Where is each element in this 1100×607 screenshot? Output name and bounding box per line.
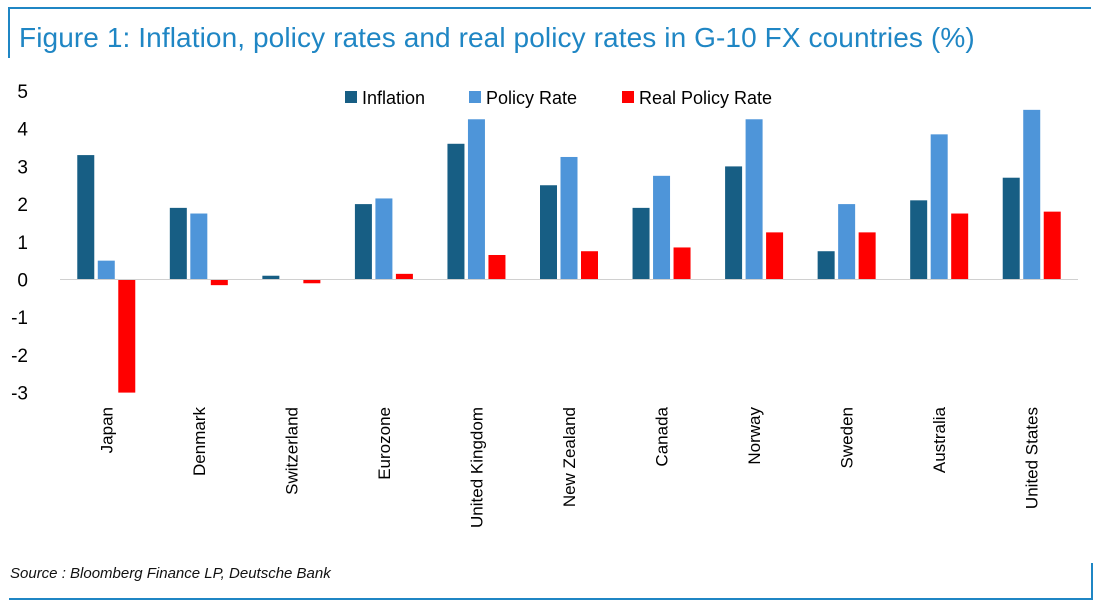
- y-tick-label: 5: [17, 82, 28, 103]
- bar-policy-rate: [1023, 109, 1041, 280]
- legend-swatch: [469, 91, 481, 103]
- bar-real-policy-rate: [118, 279, 136, 393]
- x-category-label: Australia: [930, 406, 949, 473]
- bar-group-united-states: [1002, 109, 1061, 280]
- source-note: Source : Bloomberg Finance LP, Deutsche …: [10, 565, 331, 582]
- bars: [77, 109, 1061, 393]
- y-tick-label: -1: [11, 308, 28, 329]
- bar-policy-rate: [97, 260, 115, 280]
- bar-real-policy-rate: [210, 279, 228, 286]
- bar-inflation: [77, 155, 95, 280]
- bar-real-policy-rate: [951, 213, 969, 280]
- bar-real-policy-rate: [766, 232, 784, 280]
- chart-title: Figure 1: Inflation, policy rates and re…: [19, 22, 975, 53]
- y-axis-ticks: 5 4 3 2 1 0 -1 -2 -3: [11, 82, 28, 405]
- y-tick-label: 1: [17, 233, 28, 254]
- bar-policy-rate: [375, 198, 393, 280]
- bar-group-new-zealand: [540, 156, 598, 280]
- bar-real-policy-rate: [395, 273, 413, 280]
- y-tick-label: -3: [11, 384, 28, 405]
- bar-policy-rate: [838, 204, 856, 280]
- bar-real-policy-rate: [673, 247, 691, 280]
- bar-policy-rate: [560, 156, 578, 280]
- bar-real-policy-rate: [581, 251, 598, 280]
- frame-bottom-border: [9, 598, 1093, 600]
- bar-inflation: [540, 185, 557, 280]
- legend: Inflation Policy Rate Real Policy Rate: [345, 88, 772, 108]
- bar-group-united-kingdom: [447, 119, 506, 280]
- y-tick-label: 0: [17, 271, 28, 292]
- y-tick-label: 3: [17, 157, 28, 178]
- x-category-label: Eurozone: [375, 407, 394, 480]
- legend-label: Real Policy Rate: [639, 88, 772, 108]
- legend-swatch: [622, 91, 634, 103]
- y-tick-label: 4: [17, 120, 28, 141]
- bar-inflation: [817, 251, 835, 280]
- legend-item-inflation: Inflation: [345, 88, 425, 108]
- x-category-label: Switzerland: [282, 407, 301, 495]
- y-tick-label: -2: [11, 346, 28, 367]
- bar-group-eurozone: [354, 198, 413, 280]
- legend-item-policy-rate: Policy Rate: [469, 88, 577, 108]
- x-category-label: Canada: [653, 406, 672, 466]
- bar-inflation: [910, 200, 928, 280]
- bar-inflation: [1002, 177, 1020, 280]
- frame-right-border: [1091, 563, 1093, 600]
- bar-real-policy-rate: [488, 254, 506, 280]
- bar-policy-rate: [745, 119, 763, 280]
- y-tick-label: 2: [17, 195, 28, 216]
- x-category-label: Sweden: [838, 407, 857, 468]
- legend-swatch: [345, 91, 357, 103]
- bar-group-sweden: [817, 204, 876, 280]
- legend-label: Inflation: [362, 88, 425, 108]
- frame-top-border: [8, 7, 1091, 9]
- bar-group-australia: [910, 134, 969, 280]
- bar-group-norway: [725, 119, 784, 280]
- bar-inflation: [725, 166, 743, 280]
- bar-real-policy-rate: [858, 232, 876, 280]
- bar-inflation: [447, 143, 465, 280]
- bar-group-japan: [77, 155, 136, 393]
- x-category-label: Norway: [745, 407, 764, 465]
- x-category-label: Denmark: [190, 407, 209, 476]
- legend-label: Policy Rate: [486, 88, 577, 108]
- bar-policy-rate: [190, 213, 208, 280]
- bar-group-canada: [632, 175, 691, 280]
- bar-inflation: [354, 204, 372, 280]
- bar-policy-rate: [467, 119, 485, 280]
- bar-inflation: [632, 207, 650, 280]
- x-category-label: New Zealand: [560, 407, 579, 507]
- x-axis-labels: Japan Denmark Switzerland Eurozone United Ki…: [97, 406, 1041, 528]
- bar-group-denmark: [169, 207, 228, 286]
- bar-real-policy-rate: [1043, 211, 1061, 280]
- bar-policy-rate: [653, 175, 671, 280]
- legend-item-real-policy-rate: Real Policy Rate: [622, 88, 772, 108]
- bar-policy-rate: [930, 134, 948, 280]
- bar-inflation: [169, 207, 187, 280]
- x-category-label: United Kingdom: [467, 407, 486, 528]
- bar-real-policy-rate: [303, 279, 321, 284]
- x-category-label: United States: [1023, 407, 1042, 509]
- x-category-label: Japan: [97, 407, 116, 453]
- bar-inflation: [262, 275, 280, 280]
- frame-left-border: [8, 7, 10, 58]
